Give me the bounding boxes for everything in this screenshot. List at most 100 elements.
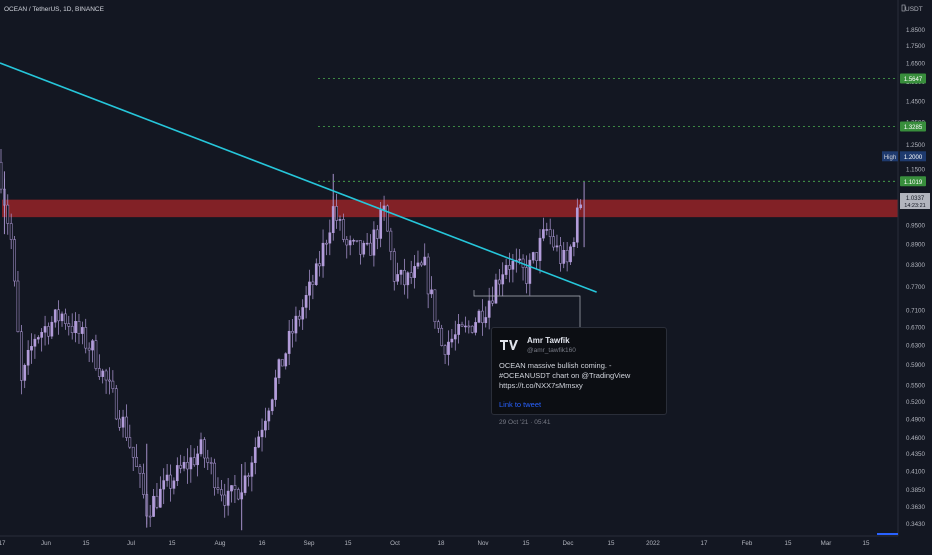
candle-body [358, 240, 362, 255]
candle-body [352, 240, 355, 242]
candle-body [199, 439, 203, 455]
high-value-label: 1.2000 [904, 155, 923, 161]
candle-body [338, 219, 342, 221]
time-tick-label: 17 [701, 540, 708, 547]
candle-body [172, 480, 176, 489]
time-tick-label: Jul [127, 540, 135, 547]
candle-body [494, 279, 498, 304]
candle-body [440, 327, 444, 346]
candle-body [545, 229, 549, 231]
candle-body [508, 265, 511, 270]
time-tick-label: 15 [345, 540, 352, 547]
candle-body [555, 245, 559, 248]
price-tick-label: 0.9500 [906, 222, 925, 229]
candle-body [291, 330, 294, 334]
descending-trendline[interactable] [0, 62, 597, 293]
candle-body [53, 309, 57, 323]
time-tick-label: 18 [438, 540, 445, 547]
candle-body [60, 313, 64, 322]
candle-body [409, 272, 413, 278]
candle-body [416, 262, 420, 267]
candle-body [328, 232, 332, 244]
candle-body [362, 242, 366, 255]
candle-body [267, 410, 271, 422]
price-tick-label: 0.4100 [906, 469, 925, 476]
price-tick-label: 1.1500 [906, 166, 925, 173]
candle-body [477, 310, 481, 323]
price-tick-label: 0.4600 [906, 435, 925, 442]
candle-body [457, 323, 460, 335]
candle-body [43, 326, 47, 333]
candle-body [518, 258, 522, 261]
candle-body [264, 420, 267, 431]
candle-body [101, 370, 105, 377]
price-tick-label: 0.8300 [906, 262, 925, 269]
candle-body [389, 230, 393, 252]
candle-body [335, 206, 338, 221]
price-axis-panel[interactable] [898, 0, 932, 550]
price-tick-label: 1.2500 [906, 142, 925, 149]
candle-body [531, 252, 535, 261]
price-tick-label: 0.3850 [906, 487, 925, 494]
candle-body [67, 323, 71, 327]
candle-body [453, 334, 457, 340]
candle-body [36, 337, 40, 340]
candle-body [321, 242, 325, 267]
time-tick-label: Jun [41, 540, 52, 547]
candle-body [403, 270, 406, 286]
candle-body [108, 379, 111, 382]
candle-body [297, 315, 301, 320]
candle-body [386, 205, 389, 232]
tweet-text: OCEAN massive bullish coming. - #OCEANUS… [499, 361, 631, 390]
tweet-date: 29 Oct '21 · 05:41 [499, 419, 551, 426]
candle-body [118, 418, 122, 428]
time-tick-label: Aug [214, 540, 226, 547]
candle-body [216, 487, 220, 490]
candle-body [16, 280, 20, 333]
candle-body [552, 236, 555, 248]
candle-body [125, 416, 128, 438]
target-level-label: 1.1019 [904, 180, 923, 186]
candle-body [569, 246, 572, 263]
candle-body [538, 237, 542, 261]
candle-body [158, 488, 162, 508]
candle-body [430, 289, 433, 295]
candle-body [436, 321, 440, 329]
candle-body [91, 340, 94, 351]
candle-body [572, 242, 576, 248]
candle-body [542, 229, 545, 239]
candle-body [169, 474, 172, 489]
candle-body [406, 272, 410, 286]
candle-body [433, 289, 437, 323]
candle-body [257, 436, 260, 448]
candle-body [355, 240, 359, 242]
candle-body [19, 331, 23, 381]
time-tick-label: Mar [821, 540, 832, 547]
candle-body [179, 465, 183, 469]
tweet-card[interactable]: Amr Tawfik @amr_tawfik160 OCEAN massive … [491, 327, 667, 426]
candle-body [277, 359, 281, 379]
candle-body [6, 204, 10, 224]
candle-body [57, 309, 60, 322]
candle-body [30, 346, 33, 351]
candle-body [196, 453, 199, 466]
price-tick-label: 0.5200 [906, 399, 925, 406]
candle-body [565, 250, 569, 263]
candle-body [559, 245, 562, 264]
tweet-link[interactable]: Link to tweet [499, 400, 542, 409]
price-tick-label: 0.8900 [906, 241, 925, 248]
candle-body [155, 495, 159, 508]
candle-body [40, 332, 44, 338]
candle-body [342, 219, 345, 240]
last-price-label: 1.0337 [906, 196, 925, 202]
candle-body [308, 281, 311, 296]
candle-body [186, 462, 189, 470]
time-tick-label: Oct [390, 540, 400, 547]
candle-body [142, 473, 145, 495]
candle-body [94, 340, 98, 369]
candle-body [345, 239, 349, 246]
candle-body [213, 462, 216, 488]
candle-body [192, 457, 196, 466]
lock-icon[interactable] [901, 4, 906, 12]
